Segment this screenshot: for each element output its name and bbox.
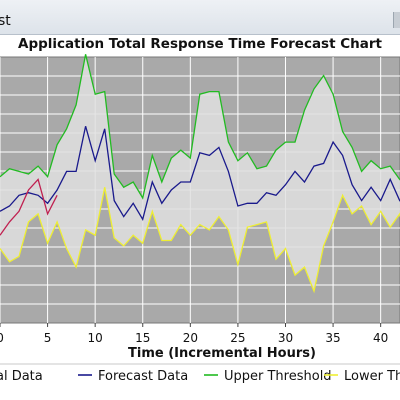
- chart-title: Application Total Response Time Forecast…: [18, 36, 382, 52]
- legend-label: Upper Threshold: [224, 369, 332, 384]
- x-tick-label: 5: [44, 331, 52, 345]
- x-axis-ticks: 0 5 10 15 20 25 30 35 40: [0, 323, 388, 345]
- x-tick-label: 25: [230, 331, 245, 345]
- series-line-upper-threshold: [0, 54, 400, 200]
- legend-label: al Data: [0, 369, 43, 384]
- legend-label: Forecast Data: [98, 369, 188, 384]
- x-axis-title: Time (Incremental Hours): [128, 346, 316, 361]
- x-tick-label: 20: [183, 331, 198, 345]
- threshold-band: [0, 54, 400, 292]
- x-tick-label: 0: [0, 331, 4, 345]
- series-lines: [0, 54, 400, 294]
- x-tick-label: 10: [88, 331, 103, 345]
- x-tick-label: 15: [135, 331, 150, 345]
- window-title-fragment: st: [0, 13, 11, 29]
- legend-label: Lower Thre: [344, 369, 400, 384]
- series-line-actual-data: [0, 178, 58, 236]
- x-tick-label: 40: [373, 331, 388, 345]
- window-toolbar: st: [0, 0, 400, 35]
- legend: al Data Forecast Data Upper Threshold Lower…: [0, 369, 400, 384]
- x-tick-label: 30: [278, 331, 293, 345]
- x-tick-label: 35: [325, 331, 340, 345]
- series-line-lower-threshold: [0, 187, 400, 294]
- series-line-forecast-data: [0, 126, 400, 221]
- toolbar-edge-button[interactable]: [393, 12, 400, 28]
